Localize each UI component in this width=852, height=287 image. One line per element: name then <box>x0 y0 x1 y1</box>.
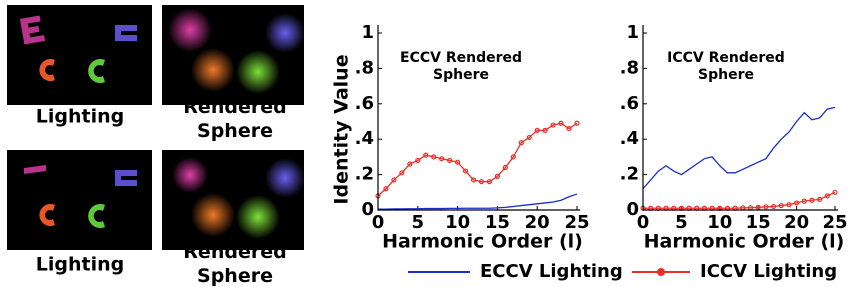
y-tick-label: 1 <box>626 22 639 43</box>
y-tick-label: .6 <box>355 93 374 114</box>
lighting-image <box>7 150 152 250</box>
chart-title-text: ECCV Rendered Sphere <box>400 50 522 84</box>
data-line <box>378 194 577 209</box>
chart-title: ICCV Rendered Sphere <box>665 50 787 90</box>
y-tick-label: .2 <box>355 164 374 185</box>
y-tick-label: .8 <box>355 57 374 78</box>
rendered-image <box>162 150 305 250</box>
y-tick-label: .4 <box>620 128 639 149</box>
y-tick-label: .8 <box>620 57 639 78</box>
image-label: Rendered Sphere <box>165 95 305 145</box>
y-tick-label: 1 <box>361 22 374 43</box>
x-axis-title: Harmonic Order (l) <box>382 231 583 253</box>
y-tick-label: .4 <box>355 128 374 149</box>
data-line <box>378 123 577 196</box>
data-line <box>643 107 835 188</box>
figure: Lighting Rendered Sphere Lighting Render… <box>0 0 852 287</box>
image-label: Rendered Sphere <box>165 240 305 287</box>
y-tick-label: .2 <box>620 164 639 185</box>
legend-label: ICCV Lighting <box>700 261 837 282</box>
legend-marker <box>657 268 665 276</box>
legend-label: ECCV Lighting <box>480 261 623 282</box>
image-label-text: Rendered Sphere <box>165 95 305 143</box>
image-label: Lighting <box>36 106 124 128</box>
y-tick-label: .6 <box>620 93 639 114</box>
image-label-text: Rendered Sphere <box>165 240 305 287</box>
lighting-image <box>7 5 152 105</box>
y-axis-title: Identity Value <box>331 54 353 204</box>
rendered-image <box>162 5 305 105</box>
image-label: Lighting <box>36 254 124 276</box>
chart-title: ECCV Rendered Sphere <box>400 50 522 90</box>
x-axis-title: Harmonic Order (l) <box>644 231 845 253</box>
chart-title-text: ICCV Rendered Sphere <box>665 50 787 84</box>
